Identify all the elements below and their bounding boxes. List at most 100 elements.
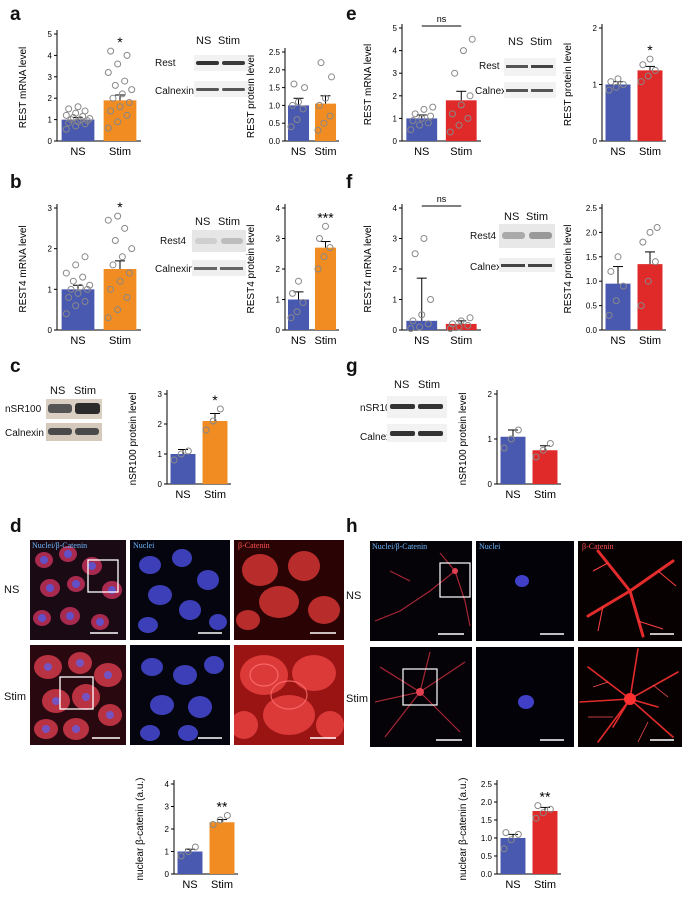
data-point [109, 261, 117, 269]
data-point [116, 277, 124, 285]
micro-h-title-catenin: β-Catenin [582, 542, 614, 551]
data-point [86, 115, 94, 123]
data-point [107, 107, 115, 115]
y-tick-label: 1 [488, 435, 493, 444]
data-point [605, 86, 613, 94]
y-tick-label: 5 [48, 30, 53, 39]
y-tick-label: 0.0 [269, 137, 281, 146]
y-axis-label: nuclear β-catenin (a.u.) [458, 777, 469, 880]
data-point [502, 829, 510, 837]
data-point [420, 105, 428, 113]
data-point [114, 60, 122, 68]
data-point [619, 282, 627, 290]
data-point [500, 444, 508, 452]
blot-b-col-stim: Stim [218, 216, 240, 228]
data-point [546, 440, 554, 447]
data-point [418, 311, 426, 319]
x-tick-label: NS [70, 146, 85, 158]
blot-g-col-ns: NS [394, 379, 410, 391]
bar-stim [637, 70, 663, 141]
y-tick-label: 2 [393, 265, 398, 274]
micro-h-row-stim: Stim [346, 693, 368, 705]
blot-e-row-calnexin: Calnexin [475, 86, 514, 97]
blot-a-row-rest: Rest [155, 58, 176, 69]
data-point [104, 314, 112, 322]
chart-c-nsr100-protein: nSR100 protein level 0 1 2 3 NS Stim * [128, 390, 231, 501]
micro-h-ns-catenin: β-Catenin [578, 541, 682, 641]
data-point [114, 118, 122, 126]
x-tick-label: Stim [534, 879, 556, 891]
data-point [514, 426, 522, 434]
data-point [104, 69, 112, 77]
bar-ns [61, 119, 95, 141]
x-tick-label: Stim [315, 335, 337, 347]
y-tick-label: 1 [48, 285, 53, 294]
data-point [287, 123, 295, 131]
panel-label-c: c [10, 356, 21, 377]
data-point [407, 324, 415, 332]
x-tick-label: NS [414, 146, 429, 158]
data-point [532, 814, 540, 822]
y-tick-label: 1.5 [481, 816, 493, 825]
data-point [114, 212, 122, 220]
y-tick-label: 0 [593, 137, 598, 146]
data-point [418, 114, 426, 122]
data-point [500, 845, 508, 853]
data-point [79, 273, 87, 281]
data-point [111, 81, 119, 89]
y-tick-label: 0 [48, 137, 53, 146]
y-tick-label: 1 [48, 116, 53, 125]
data-point [123, 293, 131, 301]
data-point [123, 111, 131, 119]
data-point [288, 289, 296, 297]
blot-b-col-ns: NS [195, 216, 211, 228]
data-point [107, 285, 115, 293]
blot-f-col-ns: NS [504, 211, 520, 223]
data-point [65, 105, 73, 113]
y-axis-label: REST protein level [246, 55, 257, 138]
data-point [295, 277, 302, 285]
y-axis-label: REST4 mRNA level [18, 225, 29, 312]
data-point [546, 805, 554, 813]
data-point [448, 110, 456, 118]
x-tick-label: Stim [315, 146, 337, 158]
micro-d-stim-merge [30, 645, 126, 745]
micro-d-ns-catenin: β-Catenin [234, 540, 344, 640]
micro-h-ns-nuclei: Nuclei [476, 541, 574, 641]
bar-ns [406, 118, 438, 141]
x-tick-label: Stim [211, 879, 233, 891]
blot-c-image [46, 399, 102, 443]
data-point [67, 285, 75, 293]
data-point [123, 51, 131, 59]
data-point [177, 450, 185, 458]
bar-ns [287, 105, 310, 141]
y-axis-label: nuclear β-catenin (a.u.) [135, 777, 146, 880]
panel-label-e: e [346, 4, 357, 25]
data-point [72, 261, 80, 269]
x-tick-label: Stim [450, 335, 472, 347]
y-tick-label: 4 [276, 204, 281, 213]
data-point [464, 114, 472, 122]
data-point [315, 235, 323, 242]
blot-e-col-ns: NS [508, 36, 524, 48]
data-point [293, 116, 301, 124]
significance-label: * [117, 34, 123, 50]
significance-label: * [212, 392, 218, 408]
data-point [612, 297, 620, 305]
y-tick-label: 3 [48, 204, 53, 213]
y-tick-label: 1.0 [586, 277, 598, 286]
x-tick-label: NS [505, 489, 520, 501]
blot-f-col-stim: Stim [526, 211, 548, 223]
y-tick-label: 2 [48, 94, 53, 103]
chart-b-rest4-protein: REST4 protein level 0 1 2 3 4 NS Stim *** [246, 204, 339, 347]
y-tick-label: 1.0 [269, 101, 281, 110]
data-point [424, 119, 432, 127]
data-point [295, 98, 302, 106]
data-point [427, 296, 435, 303]
data-point [118, 90, 126, 98]
panel-label-b: b [10, 172, 22, 193]
data-point [69, 277, 77, 285]
y-axis-label: REST mRNA level [18, 47, 29, 129]
y-tick-label: 0 [48, 326, 53, 335]
bar-stim [103, 100, 137, 141]
